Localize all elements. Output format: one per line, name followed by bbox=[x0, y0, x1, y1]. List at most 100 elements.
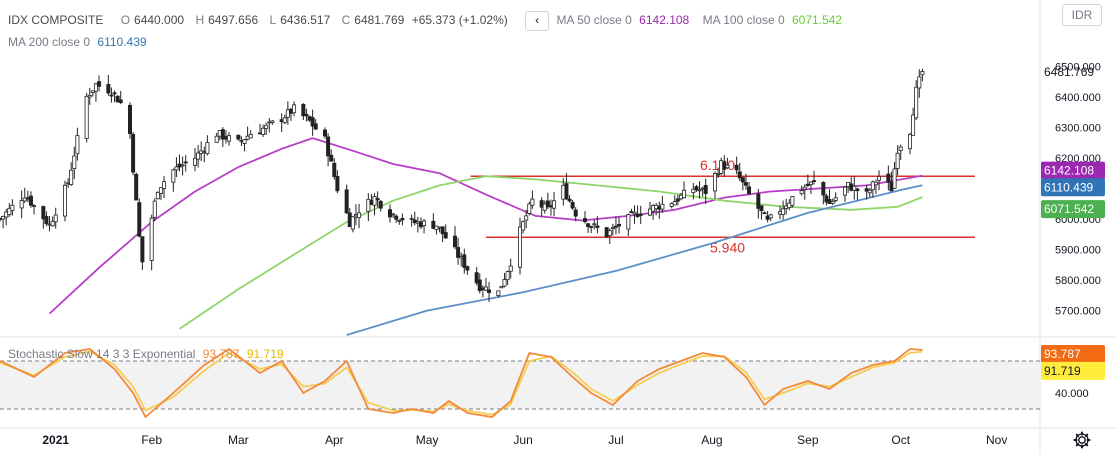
candle-body bbox=[610, 227, 615, 230]
candle-body bbox=[28, 195, 33, 206]
candle-body bbox=[282, 117, 287, 123]
high-label: H bbox=[195, 13, 205, 28]
candle-body bbox=[375, 198, 380, 201]
candle-body bbox=[682, 189, 687, 199]
candle-body bbox=[304, 113, 309, 117]
price-tag-box bbox=[1041, 200, 1105, 219]
candle-body bbox=[802, 186, 807, 190]
candle-body bbox=[808, 181, 813, 185]
candle-body bbox=[456, 247, 461, 258]
candle-body bbox=[570, 202, 575, 209]
candle-body bbox=[660, 203, 665, 210]
stochastic-y-tick-label: 40.000 bbox=[1055, 388, 1089, 400]
candle-body bbox=[672, 201, 677, 206]
candle-body bbox=[236, 134, 241, 140]
level-label-2: 5.940 bbox=[710, 239, 745, 255]
candle-body bbox=[895, 152, 900, 169]
x-tick-label: Nov bbox=[986, 433, 1007, 447]
candle-body bbox=[75, 135, 80, 155]
candle-body bbox=[1, 216, 6, 220]
low-label: L bbox=[269, 13, 277, 28]
candle-body bbox=[530, 198, 535, 206]
candle-body bbox=[743, 182, 748, 186]
candle-body bbox=[592, 223, 597, 226]
candle-body bbox=[545, 200, 550, 208]
x-tick-label: 2021 bbox=[42, 433, 69, 447]
candle-body bbox=[7, 207, 12, 216]
candle-body bbox=[734, 164, 739, 171]
candle-body bbox=[852, 185, 857, 191]
candle-body bbox=[626, 214, 631, 230]
stochastic-tag-box bbox=[1041, 361, 1105, 380]
candle-body bbox=[452, 235, 457, 248]
candle-body bbox=[162, 181, 167, 189]
candle-body bbox=[357, 212, 362, 218]
candle-body bbox=[768, 214, 773, 219]
candles bbox=[0, 68, 925, 302]
candle-body bbox=[391, 213, 396, 216]
candle-body bbox=[137, 202, 142, 237]
candle-body bbox=[632, 211, 637, 215]
candle-body bbox=[140, 236, 145, 263]
candle-body bbox=[220, 129, 225, 140]
candle-body bbox=[69, 169, 74, 185]
candle-body bbox=[400, 218, 405, 221]
candle-body bbox=[84, 95, 89, 139]
candle-body bbox=[759, 205, 764, 212]
candle-body bbox=[87, 94, 92, 98]
x-tick-label: Jun bbox=[513, 433, 532, 447]
candle-body bbox=[196, 152, 201, 160]
symbol-name: IDX COMPOSITE bbox=[8, 13, 104, 28]
candle-body bbox=[44, 216, 49, 225]
candle-body bbox=[886, 173, 891, 183]
candle-body bbox=[214, 135, 219, 143]
candle-body bbox=[855, 188, 860, 192]
candle-body bbox=[366, 198, 371, 212]
candle-body bbox=[19, 200, 24, 209]
candle-body bbox=[171, 169, 176, 183]
candle-body bbox=[440, 226, 445, 235]
candle-body bbox=[521, 221, 526, 231]
candle-body bbox=[422, 220, 427, 226]
x-tick-label: Oct bbox=[891, 433, 910, 447]
candle-body bbox=[477, 279, 482, 292]
candle-body bbox=[527, 203, 532, 214]
candle-body bbox=[313, 123, 318, 130]
y-tick-label: 6400.000 bbox=[1055, 92, 1101, 104]
candle-body bbox=[508, 265, 513, 272]
candle-body bbox=[227, 135, 232, 142]
x-tick-label: Aug bbox=[701, 433, 722, 447]
ma50-label: MA 50 close 0 bbox=[556, 13, 632, 28]
candle-body bbox=[152, 200, 157, 218]
candle-body bbox=[499, 286, 504, 289]
candle-body bbox=[50, 220, 55, 227]
chevron-left-icon[interactable]: ‹ bbox=[525, 11, 550, 31]
candle-body bbox=[63, 184, 68, 217]
candle-body bbox=[790, 196, 795, 206]
candle-body bbox=[378, 200, 383, 209]
stochastic-d-line bbox=[0, 350, 923, 416]
level-label-1: 6.140 bbox=[700, 157, 735, 173]
candle-body bbox=[10, 204, 15, 211]
stochastic-tag-label: 91.719 bbox=[1044, 364, 1081, 378]
change-value: +65.373 (+1.02%) bbox=[411, 13, 508, 28]
candle-body bbox=[873, 181, 878, 186]
candle-body bbox=[675, 198, 680, 202]
gear-icon[interactable] bbox=[1072, 430, 1092, 450]
candle-body bbox=[431, 220, 436, 229]
y-tick-label: 6300.000 bbox=[1055, 122, 1101, 134]
candle-body bbox=[372, 196, 377, 206]
candle-body bbox=[335, 176, 340, 192]
x-tick-label: Jul bbox=[608, 433, 623, 447]
currency-button[interactable]: IDR bbox=[1062, 4, 1102, 26]
candle-body bbox=[487, 289, 492, 293]
candle-body bbox=[32, 205, 37, 207]
candle-body bbox=[93, 83, 98, 92]
candle-body bbox=[387, 209, 392, 218]
candle-body bbox=[518, 226, 523, 268]
candle-body bbox=[703, 184, 708, 194]
last-price-label: 6481.769 bbox=[1044, 65, 1094, 79]
candle-body bbox=[843, 186, 848, 196]
candle-body bbox=[567, 198, 572, 202]
